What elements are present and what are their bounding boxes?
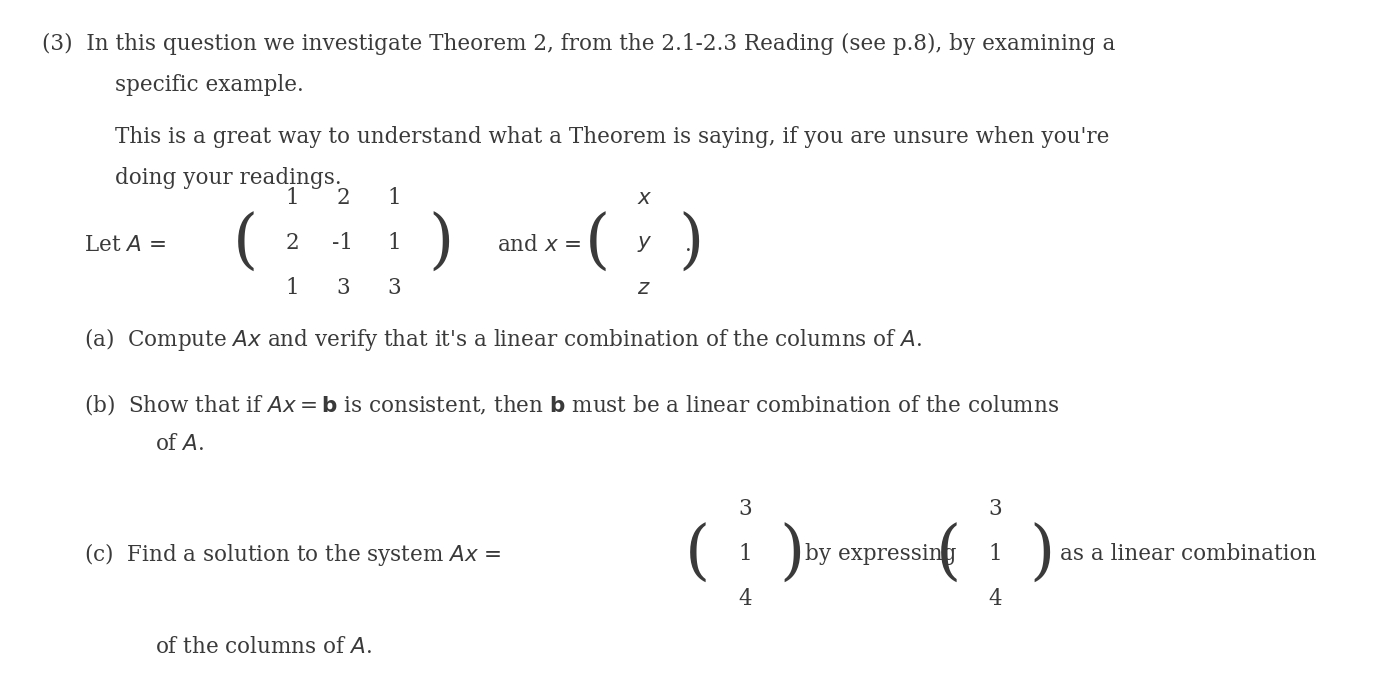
Text: 3: 3 xyxy=(738,498,752,520)
Text: by expressing: by expressing xyxy=(805,543,957,566)
Text: (b)  Show that if $Ax = \mathbf{b}$ is consistent, then $\mathbf{b}$ must be a l: (b) Show that if $Ax = \mathbf{b}$ is co… xyxy=(84,392,1059,417)
Text: (: ( xyxy=(233,211,258,276)
Text: 1: 1 xyxy=(285,187,299,210)
Text: .: . xyxy=(684,234,691,255)
Text: ): ) xyxy=(779,523,804,586)
Text: ): ) xyxy=(427,211,454,276)
Text: 1: 1 xyxy=(387,232,401,254)
Text: (: ( xyxy=(585,211,610,276)
Text: ): ) xyxy=(678,211,703,276)
Text: Let $A$ =: Let $A$ = xyxy=(84,235,167,256)
Text: (: ( xyxy=(936,523,961,586)
Text: 2: 2 xyxy=(285,232,299,254)
Text: specific example.: specific example. xyxy=(116,74,303,96)
Text: $x$: $x$ xyxy=(637,187,652,210)
Text: 3: 3 xyxy=(989,498,1003,520)
Text: 1: 1 xyxy=(989,543,1003,566)
Text: (a)  Compute $Ax$ and verify that it's a linear combination of the columns of $A: (a) Compute $Ax$ and verify that it's a … xyxy=(84,326,923,353)
Text: as a linear combination: as a linear combination xyxy=(1059,543,1316,566)
Text: of $A$.: of $A$. xyxy=(156,433,204,455)
Text: 3: 3 xyxy=(336,277,350,299)
Text: ): ) xyxy=(1030,523,1055,586)
Text: 3: 3 xyxy=(387,277,401,299)
Text: 4: 4 xyxy=(989,589,1003,610)
Text: 4: 4 xyxy=(738,589,752,610)
Text: doing your readings.: doing your readings. xyxy=(116,167,342,189)
Text: and $x$ =: and $x$ = xyxy=(496,235,582,256)
Text: -1: -1 xyxy=(332,232,353,254)
Text: (c)  Find a solution to the system $Ax$ =: (c) Find a solution to the system $Ax$ = xyxy=(84,541,502,568)
Text: (3)  In this question we investigate Theorem 2, from the 2.1-2.3 Reading (see p.: (3) In this question we investigate Theo… xyxy=(41,33,1116,55)
Text: This is a great way to understand what a Theorem is saying, if you are unsure wh: This is a great way to understand what a… xyxy=(116,126,1110,148)
Text: 2: 2 xyxy=(336,187,350,210)
Text: 1: 1 xyxy=(387,187,401,210)
Text: (: ( xyxy=(685,523,710,586)
Text: $y$: $y$ xyxy=(637,232,652,254)
Text: $z$: $z$ xyxy=(637,277,651,299)
Text: of the columns of $A$.: of the columns of $A$. xyxy=(156,636,372,658)
Text: 1: 1 xyxy=(738,543,752,566)
Text: 1: 1 xyxy=(285,277,299,299)
